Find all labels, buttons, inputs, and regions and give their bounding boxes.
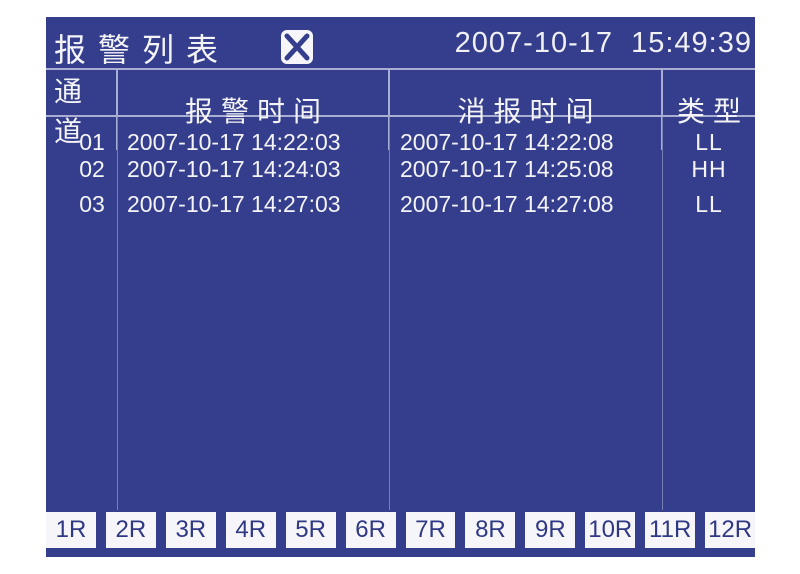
cell-alarm-time: 2007-10-17 14:22:03 — [127, 129, 341, 155]
relay-button-4r[interactable]: 4R — [225, 512, 276, 548]
column-divider — [389, 117, 390, 510]
cell-clear-time: 2007-10-17 14:27:08 — [400, 191, 614, 217]
cell-alarm-time: 2007-10-17 14:27:03 — [127, 191, 341, 217]
relay-button-5r[interactable]: 5R — [285, 512, 336, 548]
column-header-channel: 通道 — [46, 70, 118, 150]
relay-button-2r[interactable]: 2R — [105, 512, 156, 548]
close-icon[interactable] — [280, 29, 314, 65]
table-body: 01 2007-10-17 14:22:03 2007-10-17 14:22:… — [46, 117, 755, 510]
relay-button-6r[interactable]: 6R — [345, 512, 396, 548]
cell-channel: 01 — [79, 129, 105, 155]
relay-button-10r[interactable]: 10R — [585, 512, 636, 548]
clock-display: 2007-10-17 15:49:39 — [454, 27, 752, 59]
relay-buttons: 1R 2R 3R 4R 5R 6R 7R 8R 9R 10R 11R 12R — [46, 512, 756, 548]
table-row: 02 2007-10-17 14:24:03 2007-10-17 14:25:… — [46, 156, 755, 183]
column-header-type: 类型 — [676, 96, 749, 127]
cell-clear-time: 2007-10-17 14:25:08 — [400, 156, 614, 182]
cell-channel: 03 — [79, 191, 105, 217]
title-bar: 报警列表 2007-10-17 15:49:39 — [46, 17, 755, 70]
relay-button-12r[interactable]: 12R — [705, 512, 756, 548]
page-title: 报警列表 — [54, 32, 231, 68]
cell-type: LL — [695, 191, 723, 217]
cell-channel: 02 — [79, 156, 105, 182]
table-row: 01 2007-10-17 14:22:03 2007-10-17 14:22:… — [46, 129, 755, 156]
cell-alarm-time: 2007-10-17 14:24:03 — [127, 156, 341, 182]
column-header-clear-time: 消报时间 — [390, 70, 663, 150]
column-divider — [117, 117, 118, 510]
relay-button-3r[interactable]: 3R — [165, 512, 216, 548]
column-header-alarm-time: 报警时间 — [118, 70, 390, 150]
table-row: 03 2007-10-17 14:27:03 2007-10-17 14:27:… — [46, 191, 755, 218]
relay-button-7r[interactable]: 7R — [405, 512, 456, 548]
cell-clear-time: 2007-10-17 14:22:08 — [400, 129, 614, 155]
relay-button-1r[interactable]: 1R — [46, 512, 96, 548]
table-header: 通道 报警时间 消报时间 类型 — [46, 70, 755, 150]
column-divider — [662, 117, 663, 510]
relay-button-11r[interactable]: 11R — [645, 512, 696, 548]
table-rows: 01 2007-10-17 14:22:03 2007-10-17 14:22:… — [46, 117, 755, 218]
relay-button-8r[interactable]: 8R — [465, 512, 516, 548]
cell-type: HH — [691, 156, 727, 182]
relay-button-9r[interactable]: 9R — [525, 512, 576, 548]
alarm-list-window: 报警列表 2007-10-17 15:49:39 通道 报警时间 消报时间 类型… — [46, 17, 756, 557]
cell-type: LL — [695, 129, 723, 155]
